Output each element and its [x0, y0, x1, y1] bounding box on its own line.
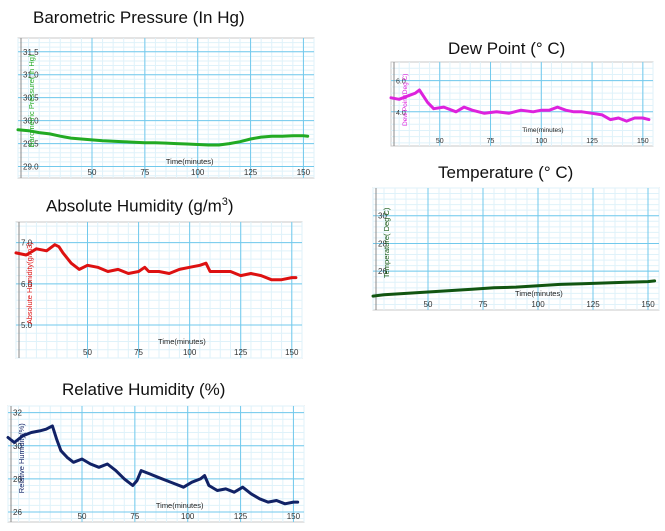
rel-series-line-0	[6, 424, 300, 506]
temp-y-axis-label: Temperature( Deg C)	[382, 207, 391, 278]
dew-point-title: Dew Point (° C)	[448, 39, 566, 58]
baro-y-tick-label: 30.0	[23, 117, 39, 126]
temp-x-tick-label: 75	[479, 300, 488, 309]
abs-y-tick-label: 5.0	[21, 321, 33, 330]
temp-x-tick-label: 100	[531, 300, 545, 309]
barometric-pressure-title: Barometric Pressure (In Hg)	[33, 8, 245, 27]
abs-x-tick-label: 100	[183, 348, 197, 357]
dew-y-tick-label: 4.0	[396, 110, 406, 117]
baro-x-tick-label: 150	[297, 168, 311, 177]
abs-y-tick-label: 6.0	[21, 280, 33, 289]
baro-y-tick-label: 31.0	[23, 71, 39, 80]
absolute-humidity-title-suffix: )	[227, 196, 234, 216]
baro-y-axis-label: Barometric Pressure( in Hg)	[27, 54, 36, 147]
temp-series-line-0	[371, 279, 657, 298]
temp-x-tick-label: 50	[424, 300, 433, 309]
dew-y-tick-label: 6.0	[396, 79, 406, 86]
abs-y-axis-label: Absolute Humidity(g/m3)	[25, 242, 34, 325]
baro-x-tick-label: 50	[88, 168, 97, 177]
baro-x-tick-label: 125	[244, 168, 258, 177]
baro-y-tick-label: 31.5	[23, 48, 39, 57]
abs-x-tick-label: 125	[234, 348, 248, 357]
temp-y-tick-label: 28	[378, 239, 387, 248]
rel-x-tick-label: 125	[234, 512, 248, 521]
absolute-humidity-chart: 50 75 100 125 150 5.0 6.0 7.0 Time(minutes) Absol…	[14, 221, 303, 359]
absolute-humidity-title-main: Absolute Humidity (g/m	[46, 196, 222, 216]
rel-x-tick-label: 150	[287, 512, 301, 521]
dew-x-tick-label: 150	[637, 138, 649, 145]
rel-y-tick-label: 26	[13, 508, 22, 517]
dew-x-tick-label: 100	[535, 138, 547, 145]
rel-y-axis-label: Relative Humidity(%)	[17, 423, 26, 494]
rel-y-tick-label: 28	[13, 475, 22, 484]
absolute-humidity-title-superscript: 3	[221, 196, 228, 208]
temp-x-axis-label: Time(minutes)	[515, 289, 563, 298]
rel-x-tick-label: 75	[130, 512, 139, 521]
abs-x-tick-label: 50	[83, 348, 92, 357]
abs-series-line-0	[14, 243, 298, 282]
baro-x-axis-label: Time(minutes)	[166, 157, 214, 166]
abs-x-axis-label: Time(minutes)	[158, 337, 206, 346]
dew-x-tick-label: 50	[436, 138, 444, 145]
relative-humidity-chart: 50 75 100 125 150 26 28 30 32 Time(minutes) Relati…	[6, 405, 305, 523]
temp-x-tick-label: 150	[641, 300, 655, 309]
temp-x-tick-label: 125	[586, 300, 600, 309]
dew-series-line-0	[389, 88, 651, 123]
dew-x-axis-label: Time(minutes)	[522, 127, 563, 134]
rel-y-tick-label: 30	[13, 442, 22, 451]
baro-y-tick-label: 29.5	[23, 140, 39, 149]
temperature-title: Temperature (° C)	[438, 163, 574, 182]
baro-y-tick-label: 29.0	[23, 163, 39, 172]
baro-x-tick-label: 100	[191, 168, 205, 177]
baro-series-line-0	[16, 128, 310, 147]
rel-x-tick-label: 50	[78, 512, 87, 521]
barometric-pressure-chart: 50 75 100 125 150 29.0 29.5 30.0 30.5 31.0 31.5 Tim…	[16, 37, 315, 179]
baro-x-tick-label: 75	[140, 168, 149, 177]
dew-point-chart: 50 75 100 125 150 4.0 6.0 Time(minutes) Dew Poin…	[389, 61, 654, 147]
absolute-humidity-title: Absolute Humidity (g/m3)	[46, 196, 234, 217]
dew-x-tick-label: 125	[586, 138, 598, 145]
dew-x-tick-label: 75	[487, 138, 495, 145]
rel-x-axis-label: Time(minutes)	[156, 501, 204, 510]
dew-plot-frame	[390, 61, 654, 147]
abs-x-tick-label: 75	[134, 348, 143, 357]
temp-y-tick-label: 30	[378, 212, 387, 221]
temp-y-tick-label: 26	[378, 267, 387, 276]
baro-y-tick-label: 30.5	[23, 94, 39, 103]
abs-y-tick-label: 7.0	[21, 239, 33, 248]
rel-x-tick-label: 100	[181, 512, 195, 521]
abs-x-tick-label: 150	[285, 348, 299, 357]
temperature-chart: 50 75 100 125 150 26 28 30 Time(minutes) Temperat…	[371, 187, 660, 311]
relative-humidity-title: Relative Humidity (%)	[62, 380, 226, 399]
dew-y-axis-label: Dew Point(Deg C)	[402, 74, 409, 126]
rel-y-tick-label: 32	[13, 409, 22, 418]
